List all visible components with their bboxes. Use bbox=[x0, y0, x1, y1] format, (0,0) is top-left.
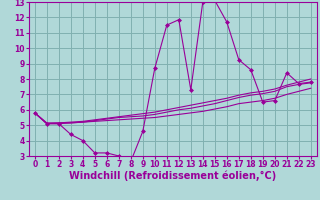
X-axis label: Windchill (Refroidissement éolien,°C): Windchill (Refroidissement éolien,°C) bbox=[69, 171, 276, 181]
